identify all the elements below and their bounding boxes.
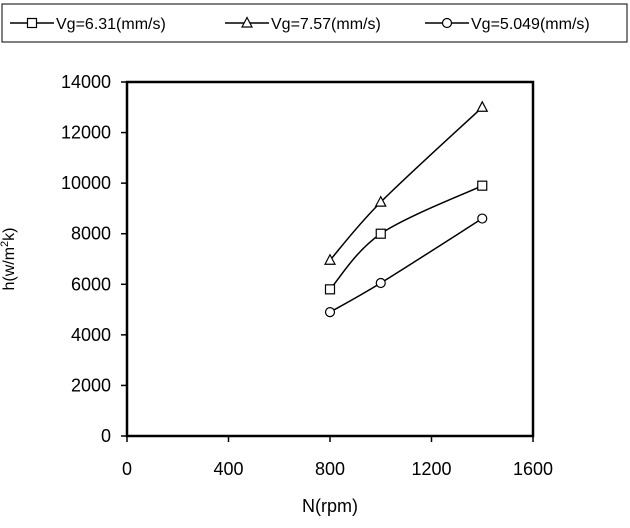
x-tick-label: 800: [315, 459, 345, 479]
series-square: [324, 180, 488, 295]
data-point-square: [477, 180, 488, 191]
series-layer: [324, 100, 489, 318]
data-point-circle: [477, 213, 488, 224]
series-circle: [324, 213, 488, 318]
data-point-circle: [375, 277, 386, 289]
legend-marker-square: [26, 17, 38, 29]
data-point-circle: [324, 307, 336, 318]
y-axis-title: h(w/m2k): [0, 227, 18, 290]
x-tick-label: 0: [122, 459, 132, 479]
legend-frame: [1, 3, 628, 43]
data-point-triangle: [324, 253, 336, 265]
y-axis-title-main: h(w/m: [1, 247, 18, 291]
y-tick-label: 0: [101, 426, 111, 446]
data-point-square: [375, 228, 386, 239]
legend-marker-circle: [441, 17, 453, 29]
x-tick-label: 1600: [513, 459, 553, 479]
series-line: [329, 106, 483, 261]
x-tick-label: 1200: [411, 459, 451, 479]
y-tick-label: 2000: [71, 375, 111, 395]
x-tick-label: 400: [213, 459, 243, 479]
legend-label: Vg=6.31(mm/s): [56, 16, 166, 33]
axes: 0 400 800 1200 1600 0 2000 4000 6000 8000 10000 120…: [61, 72, 553, 479]
data-point-square: [324, 284, 336, 295]
legend-marker-triangle: [241, 16, 253, 28]
legend: Vg=6.31(mm/s) Vg=7.57(mm/s) Vg=5.049(mm/s): [1, 3, 628, 43]
y-tick-label: 4000: [71, 325, 111, 345]
x-axis-title: N(rpm): [302, 496, 358, 516]
y-tick-label: 12000: [61, 123, 111, 143]
y-tick-label: 8000: [71, 224, 111, 244]
y-axis-title-tail: k): [1, 227, 18, 240]
data-point-triangle: [374, 195, 387, 207]
legend-label: Vg=7.57(mm/s): [271, 16, 381, 33]
series-triangle: [324, 100, 489, 265]
legend-label: Vg=5.049(mm/s): [471, 16, 590, 33]
data-point-triangle: [476, 100, 489, 112]
y-axis-title-superscript: 2: [0, 241, 11, 247]
y-tick-label: 10000: [61, 173, 111, 193]
y-tick-label: 6000: [71, 274, 111, 294]
y-tick-label: 14000: [61, 72, 111, 92]
